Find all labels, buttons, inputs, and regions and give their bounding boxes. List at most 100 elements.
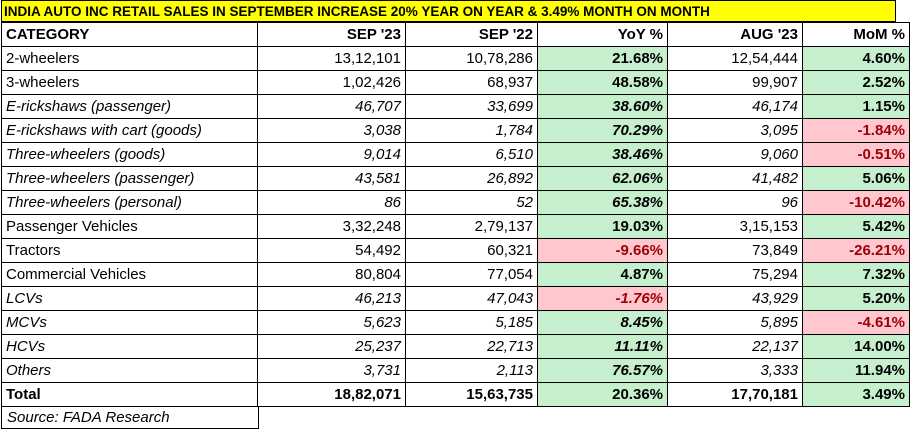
table-body: CATEGORY SEP '23 SEP '22 YoY % AUG '23 M… xyxy=(1,22,910,407)
row-category: 2-wheelers xyxy=(1,46,258,71)
table-row: MCVs 5,623 5,185 8.45% 5,895 -4.61% xyxy=(1,310,910,335)
row-mom: -26.21% xyxy=(802,238,910,263)
row-sep22: 60,321 xyxy=(405,238,538,263)
row-category: LCVs xyxy=(1,286,258,311)
row-category: Three-wheelers (goods) xyxy=(1,142,258,167)
row-mom: -10.42% xyxy=(802,190,910,215)
row-category: Three-wheelers (personal) xyxy=(1,190,258,215)
row-mom: 5.42% xyxy=(802,214,910,239)
row-category: Three-wheelers (passenger) xyxy=(1,166,258,191)
row-mom: -1.84% xyxy=(802,118,910,143)
row-category: HCVs xyxy=(1,334,258,359)
row-category: Passenger Vehicles xyxy=(1,214,258,239)
table-row: Others 3,731 2,113 76.57% 3,333 11.94% xyxy=(1,358,910,383)
header-sep22: SEP '22 xyxy=(405,22,538,47)
header-row: CATEGORY SEP '23 SEP '22 YoY % AUG '23 M… xyxy=(1,22,910,47)
row-sep22: 6,510 xyxy=(405,142,538,167)
total-category: Total xyxy=(1,382,258,407)
row-mom: -4.61% xyxy=(802,310,910,335)
row-yoy: 11.11% xyxy=(537,334,668,359)
row-category: 3-wheelers xyxy=(1,70,258,95)
total-sep23: 18,82,071 xyxy=(257,382,406,407)
table-row: Passenger Vehicles 3,32,248 2,79,137 19.03%… xyxy=(1,214,910,239)
row-sep23: 54,492 xyxy=(257,238,406,263)
row-aug23: 43,929 xyxy=(667,286,803,311)
table-row: 3-wheelers 1,02,426 68,937 48.58% 99,907 2.52… xyxy=(1,70,910,95)
row-aug23: 41,482 xyxy=(667,166,803,191)
row-mom: 5.20% xyxy=(802,286,910,311)
row-yoy: 38.60% xyxy=(537,94,668,119)
row-yoy: 21.68% xyxy=(537,46,668,71)
total-sep22: 15,63,735 xyxy=(405,382,538,407)
row-yoy: 8.45% xyxy=(537,310,668,335)
row-sep23: 3,32,248 xyxy=(257,214,406,239)
row-sep23: 25,237 xyxy=(257,334,406,359)
row-category: E-rickshaws with cart (goods) xyxy=(1,118,258,143)
row-mom: 1.15% xyxy=(802,94,910,119)
row-sep23: 43,581 xyxy=(257,166,406,191)
row-sep23: 9,014 xyxy=(257,142,406,167)
row-sep23: 46,707 xyxy=(257,94,406,119)
row-yoy: 62.06% xyxy=(537,166,668,191)
table-row: LCVs 46,213 47,043 -1.76% 43,929 5.20% xyxy=(1,286,910,311)
row-category: Tractors xyxy=(1,238,258,263)
row-yoy: 48.58% xyxy=(537,70,668,95)
row-category: Others xyxy=(1,358,258,383)
row-mom: -0.51% xyxy=(802,142,910,167)
header-aug23: AUG '23 xyxy=(667,22,803,47)
table-row: Tractors 54,492 60,321 -9.66% 73,849 -26.21% xyxy=(1,238,910,263)
row-sep23: 86 xyxy=(257,190,406,215)
row-category: E-rickshaws (passenger) xyxy=(1,94,258,119)
row-sep23: 1,02,426 xyxy=(257,70,406,95)
row-category: MCVs xyxy=(1,310,258,335)
row-aug23: 3,095 xyxy=(667,118,803,143)
row-sep23: 3,038 xyxy=(257,118,406,143)
total-yoy: 20.36% xyxy=(537,382,668,407)
table-row: Three-wheelers (goods) 9,014 6,510 38.46% 9,… xyxy=(1,142,910,167)
row-category: Commercial Vehicles xyxy=(1,262,258,287)
row-aug23: 75,294 xyxy=(667,262,803,287)
table-row: 2-wheelers 13,12,101 10,78,286 21.68% 12,54,… xyxy=(1,46,910,71)
table-row: Commercial Vehicles 80,804 77,054 4.87% 75,2… xyxy=(1,262,910,287)
row-sep22: 22,713 xyxy=(405,334,538,359)
row-aug23: 5,895 xyxy=(667,310,803,335)
row-sep22: 68,937 xyxy=(405,70,538,95)
row-sep22: 77,054 xyxy=(405,262,538,287)
row-sep22: 47,043 xyxy=(405,286,538,311)
row-sep23: 80,804 xyxy=(257,262,406,287)
row-yoy: 70.29% xyxy=(537,118,668,143)
row-sep23: 3,731 xyxy=(257,358,406,383)
total-mom: 3.49% xyxy=(802,382,910,407)
row-yoy: -1.76% xyxy=(537,286,668,311)
row-sep22: 2,113 xyxy=(405,358,538,383)
row-sep22: 2,79,137 xyxy=(405,214,538,239)
total-aug23: 17,70,181 xyxy=(667,382,803,407)
row-aug23: 3,15,153 xyxy=(667,214,803,239)
sheet-title: INDIA AUTO INC RETAIL SALES IN SEPTEMBER… xyxy=(1,0,896,22)
row-aug23: 96 xyxy=(667,190,803,215)
row-sep22: 52 xyxy=(405,190,538,215)
row-sep23: 5,623 xyxy=(257,310,406,335)
row-sep22: 5,185 xyxy=(405,310,538,335)
table-row: E-rickshaws with cart (goods) 3,038 1,784 7… xyxy=(1,118,910,143)
row-mom: 5.06% xyxy=(802,166,910,191)
table-row: Three-wheelers (passenger) 43,581 26,892 62… xyxy=(1,166,910,191)
row-sep22: 10,78,286 xyxy=(405,46,538,71)
sales-table: CATEGORY SEP '23 SEP '22 YoY % AUG '23 M… xyxy=(1,22,910,407)
row-yoy: 76.57% xyxy=(537,358,668,383)
row-yoy: 38.46% xyxy=(537,142,668,167)
row-mom: 11.94% xyxy=(802,358,910,383)
header-mom: MoM % xyxy=(802,22,910,47)
table-row: Three-wheelers (personal) 86 52 65.38% 96 -10… xyxy=(1,190,910,215)
row-aug23: 9,060 xyxy=(667,142,803,167)
row-aug23: 12,54,444 xyxy=(667,46,803,71)
table-row: E-rickshaws (passenger) 46,707 33,699 38.60… xyxy=(1,94,910,119)
row-yoy: 19.03% xyxy=(537,214,668,239)
row-aug23: 73,849 xyxy=(667,238,803,263)
row-mom: 4.60% xyxy=(802,46,910,71)
row-mom: 2.52% xyxy=(802,70,910,95)
total-row: Total 18,82,071 15,63,735 20.36% 17,70,181 3.… xyxy=(1,382,910,407)
row-aug23: 99,907 xyxy=(667,70,803,95)
row-sep23: 46,213 xyxy=(257,286,406,311)
